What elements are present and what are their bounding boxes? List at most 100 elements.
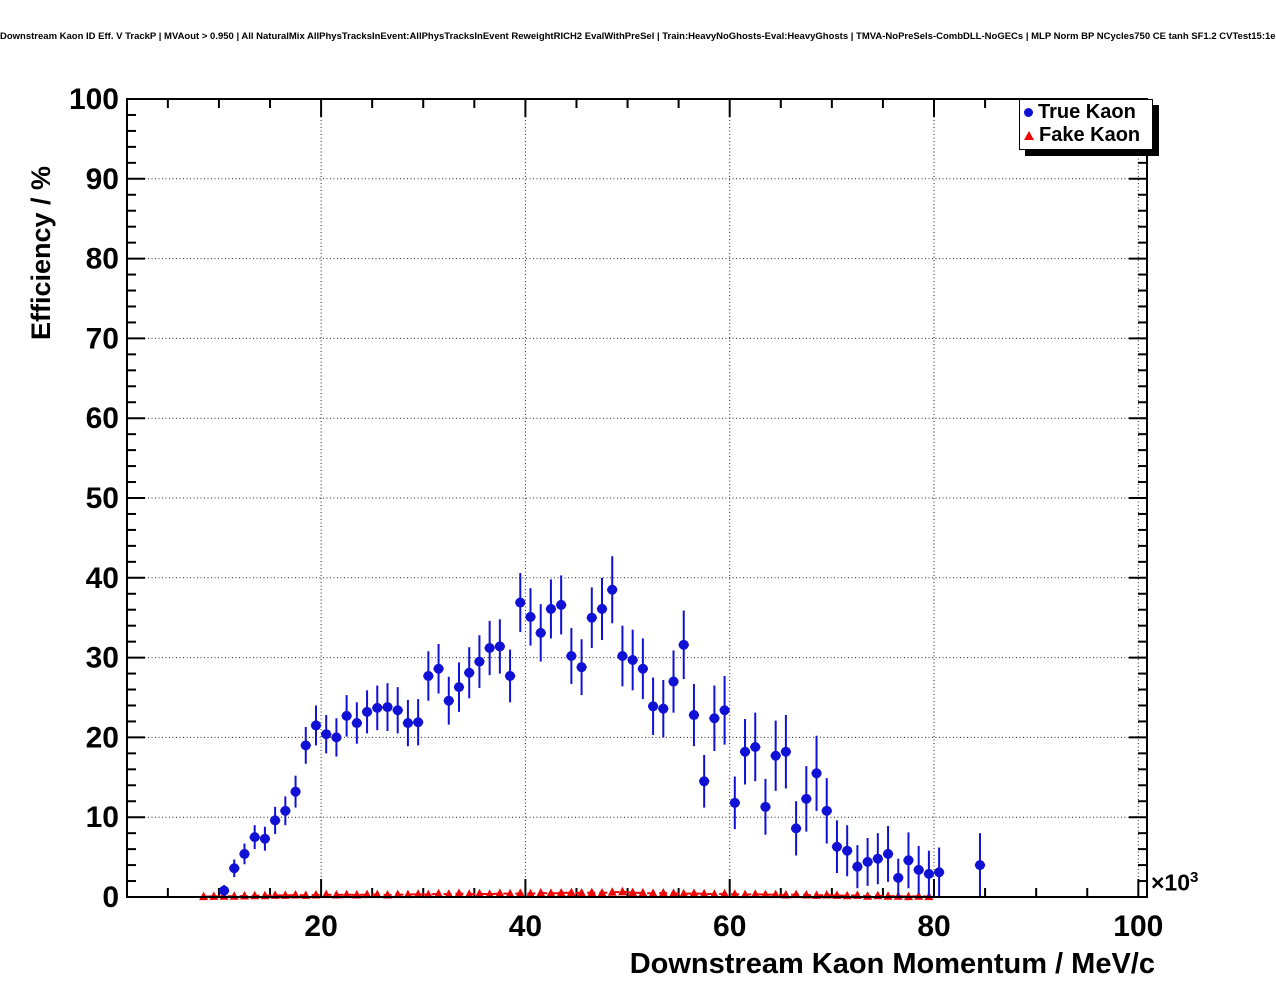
true-kaon-point	[556, 599, 567, 610]
fake-kaon-point	[628, 887, 638, 897]
true-kaon-point	[760, 801, 771, 812]
true-kaon-point	[923, 868, 934, 879]
fake-kaon-point	[587, 887, 597, 897]
fake-kaon-point	[720, 888, 730, 898]
tick-labels: 20 40 60 80 100 0 10 20 30 40 50 60 70 80 90 100	[69, 83, 1163, 943]
true-kaon-point	[229, 863, 240, 874]
true-kaon-point	[729, 797, 740, 808]
y-tick-label: 30	[86, 642, 119, 675]
multiplier-base: ×10	[1151, 869, 1191, 896]
fake-kaon-point	[709, 889, 719, 898]
x-axis-multiplier: ×103	[1151, 869, 1198, 897]
y-tick-label: 50	[86, 482, 119, 515]
fake-kaon-point	[648, 888, 658, 897]
true-kaon-point	[576, 662, 587, 673]
true-kaon-point	[648, 701, 659, 712]
fake-kaon-point	[474, 888, 484, 898]
true-kaon-point	[821, 805, 832, 816]
true-kaon-point	[515, 597, 526, 608]
fake-kaon-line	[203, 890, 929, 898]
true-kaon-point	[719, 705, 730, 716]
fake-kaon-point	[771, 889, 781, 899]
fake-kaon-point	[566, 887, 576, 897]
fake-kaon-point	[750, 889, 760, 898]
true-kaon-point	[699, 776, 710, 787]
fake-kaon-point	[689, 888, 699, 897]
legend-label-fake-kaon: Fake Kaon	[1039, 124, 1141, 146]
true-kaon-point	[770, 750, 781, 761]
fake-kaon-point	[597, 888, 607, 897]
true-kaon-point	[688, 710, 699, 721]
true-kaon-point	[259, 833, 270, 844]
x-tick-label: 80	[917, 910, 950, 943]
y-tick-label: 80	[86, 243, 119, 276]
y-tick-label: 0	[102, 881, 119, 914]
fake-kaon-point	[362, 889, 372, 899]
x-tick-label: 60	[713, 910, 746, 943]
true-kaon-point	[934, 867, 945, 878]
data-series	[199, 556, 986, 901]
fake-kaon-point	[526, 888, 536, 898]
legend-label-true-kaon: True Kaon	[1038, 101, 1136, 123]
true-kaon-point	[351, 718, 362, 729]
fake-kaon-point	[495, 888, 505, 897]
true-kaon-point	[893, 872, 904, 883]
true-kaon-point	[883, 848, 894, 859]
y-tick-label: 100	[69, 83, 119, 116]
fake-kaon-point	[342, 889, 352, 899]
fake-kaon-marker-icon	[1024, 131, 1034, 140]
fake-kaon-point	[444, 889, 454, 898]
true-kaon-point	[862, 856, 873, 867]
true-kaon-point	[494, 641, 505, 652]
fake-kaon-point	[740, 889, 750, 899]
true-kaon-point	[484, 643, 495, 654]
true-kaon-point	[597, 603, 608, 614]
true-kaon-point	[341, 710, 352, 721]
fake-kaon-point	[434, 888, 444, 898]
fake-kaon-point	[423, 889, 433, 899]
true-kaon-point	[831, 841, 842, 852]
legend: True Kaon Fake Kaon	[1019, 99, 1153, 150]
true-kaon-point	[545, 603, 556, 614]
axis-ticks	[127, 98, 1147, 898]
x-axis-title: Downstream Kaon Momentum / MeV/c	[629, 948, 1155, 980]
true-kaon-point	[780, 746, 791, 757]
true-kaon-point	[505, 670, 516, 681]
true-kaon-point	[392, 705, 403, 716]
fake-kaon-point	[730, 889, 740, 898]
true-kaon-point	[525, 611, 536, 622]
true-kaon-point	[913, 864, 924, 875]
fake-kaon-point	[546, 888, 556, 897]
true-kaon-point	[423, 670, 434, 681]
fake-kaon-point	[577, 888, 587, 897]
true-kaon-point	[852, 861, 863, 872]
true-kaon-point	[310, 720, 321, 731]
true-kaon-point	[321, 729, 332, 740]
x-tick-label: 20	[304, 910, 337, 943]
true-kaon-point	[617, 651, 628, 662]
legend-entry-true-kaon: True Kaon	[1024, 101, 1152, 124]
true-kaon-point	[464, 667, 475, 678]
gridlines	[127, 99, 1147, 897]
true-kaon-point	[740, 746, 751, 757]
fake-kaon-point	[464, 889, 474, 898]
true-kaon-point	[249, 832, 260, 843]
true-kaon-point	[239, 848, 250, 859]
plot-frame	[126, 98, 1148, 898]
fake-kaon-point	[372, 889, 382, 899]
y-tick-label: 70	[86, 322, 119, 355]
fake-kaon-point	[321, 889, 331, 899]
true-kaon-point	[974, 860, 985, 871]
true-kaon-point	[872, 853, 883, 864]
y-tick-label: 90	[86, 163, 119, 196]
true-kaon-point	[903, 855, 914, 866]
true-kaon-point	[362, 706, 373, 717]
y-tick-label: 60	[86, 402, 119, 435]
x-tick-label: 100	[1113, 910, 1163, 943]
fake-kaon-point	[505, 888, 515, 898]
true-kaon-point	[372, 702, 383, 713]
y-tick-label: 40	[86, 562, 119, 595]
true-kaon-point	[270, 815, 281, 826]
